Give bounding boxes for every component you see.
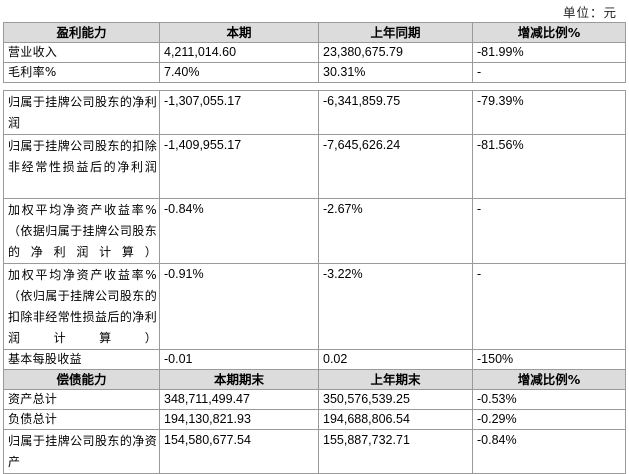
solvency-header-row: 偿债能力 本期期末 上年期末 增减比例% — [3, 369, 626, 390]
cell-current: -0.01 — [159, 349, 319, 370]
row-label: 基本每股收益 — [3, 349, 160, 370]
cell-change: -0.84% — [472, 429, 626, 474]
row-label: 资产总计 — [3, 389, 160, 410]
cell-change: - — [472, 263, 626, 350]
profitability-header-row: 盈利能力 本期 上年同期 增减比例% — [3, 22, 626, 43]
row-label: 加权平均净资产收益率%（依据归属于挂牌公司股东的净利润计算） — [3, 198, 160, 264]
cell-current: 348,711,499.47 — [159, 389, 319, 410]
cell-current: 154,580,677.54 — [159, 429, 319, 474]
cell-change: - — [472, 198, 626, 264]
cell-current: 7.40% — [159, 62, 319, 83]
table-row: 归属于挂牌公司股东的净资产 154,580,677.54 155,887,732… — [3, 429, 626, 474]
table-row: 归属于挂牌公司股东的扣除非经常性损益后的净利润 -1,409,955.17 -7… — [3, 134, 626, 199]
row-label: 负债总计 — [3, 409, 160, 430]
table-row: 毛利率% 7.40% 30.31% - — [3, 62, 626, 83]
cell-current: 194,130,821.93 — [159, 409, 319, 430]
cell-prior: -2.67% — [318, 198, 473, 264]
cell-change: - — [472, 62, 626, 83]
header-period-end: 本期期末 — [159, 369, 319, 390]
cell-current: -1,409,955.17 — [159, 134, 319, 199]
header-prior-year-end: 上年期末 — [318, 369, 473, 390]
table-row: 归属于挂牌公司股东的净利润 -1,307,055.17 -6,341,859.7… — [3, 90, 626, 135]
cell-current: -0.84% — [159, 198, 319, 264]
cell-change: -81.56% — [472, 134, 626, 199]
header-current-period: 本期 — [159, 22, 319, 43]
row-label: 归属于挂牌公司股东的扣除非经常性损益后的净利润 — [3, 134, 160, 199]
header-change-pct: 增减比例% — [472, 369, 626, 390]
unit-label: 单位：元 — [562, 5, 617, 20]
cell-prior: -7,645,626.24 — [318, 134, 473, 199]
cell-change: -150% — [472, 349, 626, 370]
cell-change: -81.99% — [472, 42, 626, 63]
table-row: 负债总计 194,130,821.93 194,688,806.54 -0.29… — [3, 409, 626, 430]
table-row: 加权平均净资产收益率%（依归属于挂牌公司股东的扣除非经常性损益后的净利润计算） … — [3, 263, 626, 350]
cell-current: -0.91% — [159, 263, 319, 350]
header-change-pct: 增减比例% — [472, 22, 626, 43]
header-solvency: 偿债能力 — [3, 369, 160, 390]
cell-prior: 0.02 — [318, 349, 473, 370]
cell-prior: -6,341,859.75 — [318, 90, 473, 135]
row-label: 毛利率% — [3, 62, 160, 83]
cell-prior: 23,380,675.79 — [318, 42, 473, 63]
row-label: 营业收入 — [3, 42, 160, 63]
cell-change: -0.53% — [472, 389, 626, 410]
profitability-table: 盈利能力 本期 上年同期 增减比例% 营业收入 4,211,014.60 23,… — [3, 22, 626, 83]
cell-prior: -3.22% — [318, 263, 473, 350]
table-row: 加权平均净资产收益率%（依据归属于挂牌公司股东的净利润计算） -0.84% -2… — [3, 198, 626, 264]
table-row: 营业收入 4,211,014.60 23,380,675.79 -81.99% — [3, 42, 626, 63]
cell-prior: 155,887,732.71 — [318, 429, 473, 474]
profitability-table-continued: 归属于挂牌公司股东的净利润 -1,307,055.17 -6,341,859.7… — [3, 90, 626, 474]
cell-prior: 30.31% — [318, 62, 473, 83]
table-row: 资产总计 348,711,499.47 350,576,539.25 -0.53… — [3, 389, 626, 410]
cell-current: 4,211,014.60 — [159, 42, 319, 63]
header-profitability: 盈利能力 — [3, 22, 160, 43]
row-label: 归属于挂牌公司股东的净资产 — [3, 429, 160, 474]
row-label: 归属于挂牌公司股东的净利润 — [3, 90, 160, 135]
table-row: 基本每股收益 -0.01 0.02 -150% — [3, 349, 626, 370]
cell-change: -0.29% — [472, 409, 626, 430]
cell-prior: 350,576,539.25 — [318, 389, 473, 410]
cell-change: -79.39% — [472, 90, 626, 135]
cell-current: -1,307,055.17 — [159, 90, 319, 135]
row-label: 加权平均净资产收益率%（依归属于挂牌公司股东的扣除非经常性损益后的净利润计算） — [3, 263, 160, 350]
header-prior-period: 上年同期 — [318, 22, 473, 43]
cell-prior: 194,688,806.54 — [318, 409, 473, 430]
